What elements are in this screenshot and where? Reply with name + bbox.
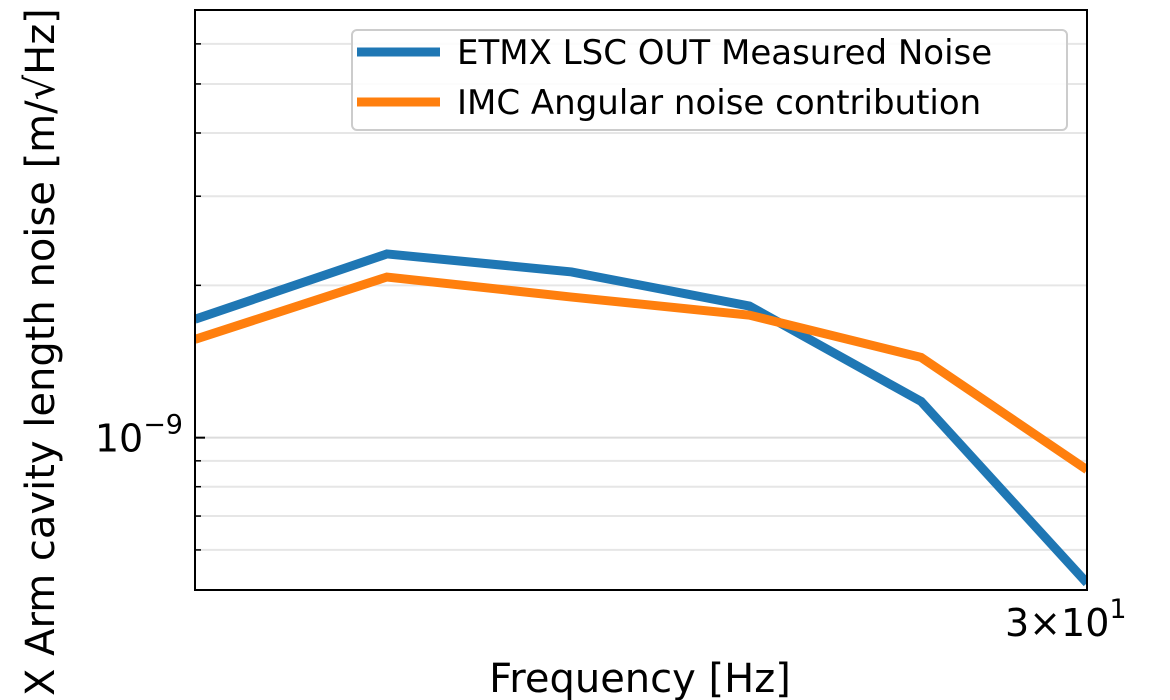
y-tick-base: 10 (95, 417, 143, 461)
x-tick-base: 3×10 (1005, 601, 1109, 645)
y-tick-exponent: −9 (143, 410, 183, 441)
legend-label: IMC Angular noise contribution (457, 83, 981, 123)
legend-label: ETMX LSC OUT Measured Noise (457, 33, 992, 73)
plot-lines (195, 249, 1087, 587)
series-line (195, 249, 1087, 587)
x-tick-label: 3×101 (1005, 594, 1127, 645)
series-line (195, 272, 1087, 474)
y-axis-label: X Arm cavity length noise [m/√Hz] (18, 8, 64, 696)
legend-box (351, 29, 1068, 131)
x-tick-exponent: 1 (1109, 594, 1126, 625)
y-tick-label: 10−9 (95, 410, 183, 461)
plot-frame (194, 9, 1088, 591)
x-axis-label: Frequency [Hz] (489, 656, 791, 700)
